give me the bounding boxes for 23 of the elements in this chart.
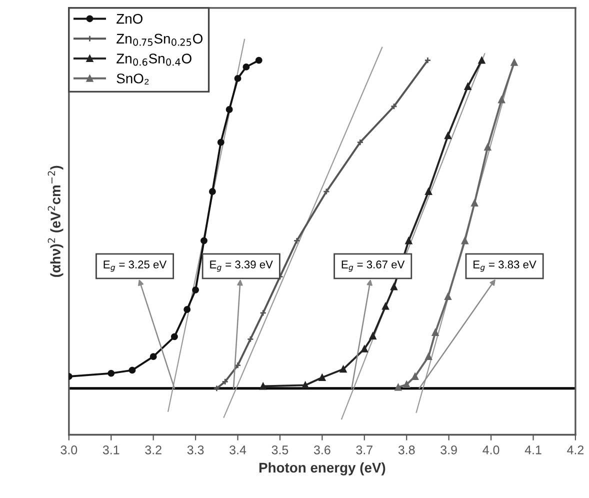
x-tick-label: 3.1 [102,446,120,454]
annotation: E$_{g}$ = 3.67 eV [342,260,405,272]
legend-label: SnO₂ [116,74,149,84]
annotation: E$_{g}$ = 3.83 eV [474,260,536,272]
annotation: E$_{g}$ = 3.39 eV [210,260,273,272]
x-tick-label: 4.0 [482,446,500,454]
annotation: E$_{g}$ = 3.25 eV [104,260,167,272]
legend-label: Zn$_{0.75}$Sn$_{0.25}$O [116,34,202,46]
x-tick-label: 3.9 [440,446,457,454]
x-tick-label: 3.0 [60,446,78,454]
x-tick-label: 3.8 [398,446,415,454]
x-axis-title: Photon energy (eV) [259,462,386,476]
x-tick-label: 3.4 [230,446,246,454]
y-axis-title: (αhν)$^{2}$ (eV$^{2}$cm$^{−2}$) [48,166,64,277]
x-tick-label: 3.5 [272,446,288,454]
x-tick-label: 4.2 [567,446,584,454]
x-tick-label: 3.6 [314,446,330,454]
x-tick-label: 3.7 [356,446,372,454]
legend-label: Zn$_{0.6}$Sn$_{0.4}$O [116,54,192,66]
x-tick-label: 3.2 [145,446,162,454]
x-tick-label: 4.1 [524,446,542,454]
legend-label: ZnO [116,14,142,24]
x-tick-label: 3.3 [187,446,204,454]
